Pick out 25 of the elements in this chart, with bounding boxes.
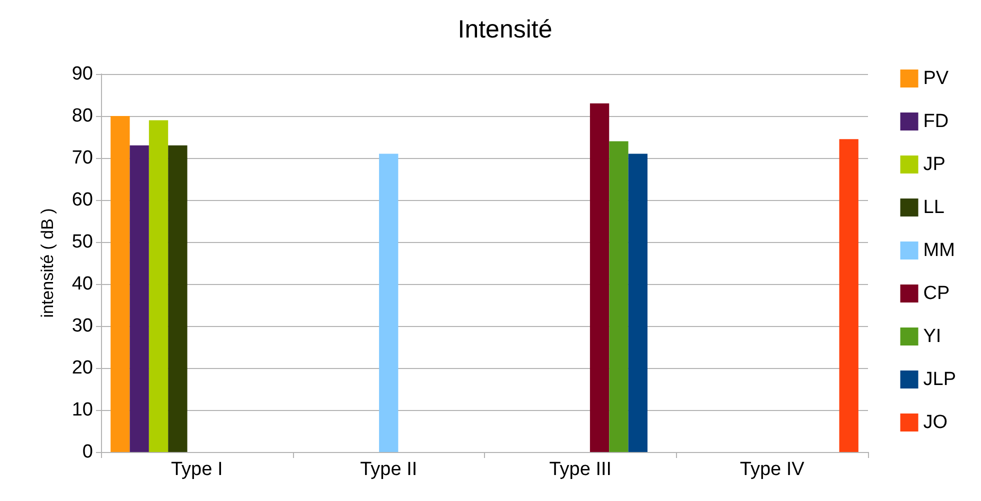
- legend-label: CP: [923, 283, 950, 304]
- y-axis-title: intensité ( dB ): [38, 208, 57, 318]
- y-tick-label: 30: [72, 316, 93, 336]
- legend-label: YI: [923, 326, 942, 347]
- y-tick-label: 20: [72, 358, 93, 378]
- x-tick-label: Type IV: [740, 459, 805, 480]
- legend-label: MM: [923, 240, 955, 261]
- legend-label: JP: [923, 154, 946, 175]
- y-tick-label: 10: [72, 400, 93, 420]
- y-tick-label: 80: [72, 106, 93, 126]
- y-tick-label: 60: [72, 190, 93, 210]
- x-tick-label: Type I: [171, 459, 223, 480]
- x-tick-label: Type II: [360, 459, 418, 480]
- y-tick-label: 0: [82, 442, 93, 462]
- y-tick-label: 70: [72, 148, 93, 168]
- y-tick-label: 40: [72, 274, 93, 294]
- legend-label: FD: [923, 111, 949, 132]
- x-tick-label: Type III: [549, 459, 612, 480]
- chart-title: Intensité: [458, 16, 552, 44]
- legend-label: LL: [923, 197, 944, 218]
- legend-label: JO: [923, 412, 948, 433]
- y-tick-label: 50: [72, 232, 93, 252]
- legend-label: JLP: [923, 369, 956, 390]
- y-tick-label: 90: [72, 64, 93, 84]
- legend-label: PV: [923, 68, 949, 89]
